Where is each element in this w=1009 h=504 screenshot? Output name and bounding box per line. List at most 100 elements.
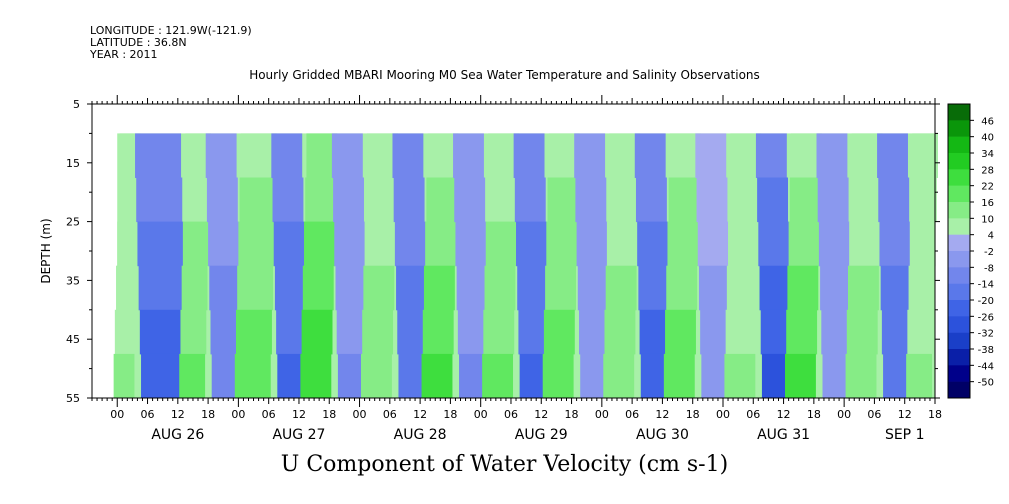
colorbar-swatch (948, 349, 970, 366)
heatmap-cell (757, 177, 789, 223)
heatmap-cell (908, 265, 935, 311)
x-hour-label: 18 (686, 408, 700, 421)
colorbar: -50 -44 -38 -32 -26 -20 -14 -8 -2 4 10 16 22 28 34 40 46 (947, 103, 994, 399)
heatmap-cell (845, 353, 877, 399)
heatmap-cell (576, 221, 608, 267)
heatmap-cell (758, 221, 790, 267)
colorbar-label: -32 (978, 329, 994, 340)
year-label: YEAR : 2011 (90, 48, 158, 61)
heatmap-cell (545, 265, 576, 311)
colorbar-label: -2 (984, 247, 994, 258)
heatmap-cell (486, 177, 518, 223)
colorbar-swatch (948, 283, 970, 301)
heatmap-cell (516, 221, 547, 267)
x-day-label: AUG 31 (757, 427, 810, 443)
colorbar-label: 4 (988, 231, 994, 242)
colorbar-label: 34 (981, 149, 994, 160)
heatmap-cell (879, 221, 911, 267)
x-hour-label: 12 (292, 408, 306, 421)
y-tick-label: 35 (66, 274, 80, 287)
heatmap-cell (426, 177, 458, 223)
heatmap-cell (422, 309, 454, 355)
x-hour-label: 18 (443, 408, 457, 421)
heatmap-cell (817, 177, 849, 223)
heatmap-cell (759, 265, 791, 311)
colorbar-swatch (948, 120, 970, 137)
heatmap-cell (483, 309, 515, 355)
heatmap-cell (335, 265, 367, 311)
chart-subtitle: U Component of Water Velocity (cm s-1) (280, 452, 729, 477)
heatmap-cell (455, 221, 487, 267)
y-tick-label: 25 (66, 216, 80, 229)
x-day-label: AUG 28 (394, 427, 447, 443)
heatmap-cell (665, 309, 696, 355)
heatmap-cell (907, 309, 934, 355)
colorbar-label: -44 (978, 361, 994, 372)
x-hour-label: 06 (262, 408, 276, 421)
x-hour-label: 12 (413, 408, 427, 421)
heatmap-cell (698, 265, 730, 311)
heatmap-cell (574, 133, 606, 178)
heatmap-cell (638, 265, 670, 311)
heatmap-cell (394, 221, 426, 267)
colorbar-label: -38 (978, 345, 994, 356)
heatmap-cell (334, 221, 366, 267)
heatmap-cell (304, 221, 335, 267)
heatmap-cell (877, 133, 908, 178)
heatmap-cell (849, 221, 881, 267)
heatmap-cell (238, 221, 275, 267)
x-hour-label: 00 (231, 408, 245, 421)
colorbar-swatch (948, 136, 970, 154)
plot-axes: 5 15 25 35 45 55 DEPTH (m) 00 06 12 18 00 06 12 18 00 06… (39, 95, 942, 443)
colorbar-swatch (948, 185, 970, 203)
longitude-label: LONGITUDE : 121.9W(-121.9) (90, 24, 252, 37)
heatmap-cell (273, 221, 305, 267)
y-tick-label: 15 (66, 157, 80, 170)
heatmap-cell (239, 177, 276, 223)
heatmap-cell (272, 177, 304, 223)
heatmap-cell (179, 353, 206, 399)
heatmap-cell (788, 221, 820, 267)
heatmap-cell (331, 133, 363, 178)
heatmap-cell (786, 309, 818, 355)
heatmap-cell (362, 309, 394, 355)
y-axis-label: DEPTH (m) (39, 218, 53, 283)
x-day-label: SEP 1 (885, 427, 925, 443)
x-hour-label: 18 (322, 408, 336, 421)
latitude-label: LATITUDE : 36.8N (90, 36, 187, 49)
y-tick-label: 45 (66, 333, 80, 346)
heatmap-cell (305, 177, 337, 223)
heatmap-cell (637, 221, 669, 267)
heatmap-cell (695, 133, 727, 178)
x-hour-label: 18 (807, 408, 821, 421)
chart-title: Hourly Gridded MBARI Mooring M0 Sea Wate… (249, 68, 760, 82)
heatmap-cell (820, 265, 851, 311)
x-day-label: AUG 29 (515, 427, 568, 443)
colorbar-label: 16 (981, 198, 994, 209)
x-hour-label: 18 (928, 408, 942, 421)
colorbar-swatch (948, 169, 970, 186)
heatmap-cell (910, 177, 937, 223)
heatmap-cell (485, 221, 517, 267)
colorbar-label: 10 (981, 214, 994, 225)
heatmap-cell (393, 177, 425, 223)
heatmap-cell (729, 177, 761, 223)
colorbar-label: 40 (981, 133, 994, 144)
heatmap-cell (547, 177, 579, 223)
heatmap-cell (667, 221, 699, 267)
heatmap-cell (575, 177, 607, 223)
heatmap-cell (135, 133, 182, 178)
x-hour-label: 00 (595, 408, 609, 421)
colorbar-label: 22 (981, 182, 994, 193)
heatmap-cell (364, 221, 396, 267)
heatmap-cell (635, 177, 667, 223)
x-hour-label: 12 (777, 408, 791, 421)
heatmap-cell (453, 133, 484, 178)
heatmap-cell (365, 177, 397, 223)
heatmap-cell (182, 221, 209, 267)
heatmap-cell (755, 133, 787, 178)
colorbar-label: -20 (978, 296, 994, 307)
colorbar-swatch (948, 202, 970, 219)
heatmap-cell (360, 353, 392, 399)
